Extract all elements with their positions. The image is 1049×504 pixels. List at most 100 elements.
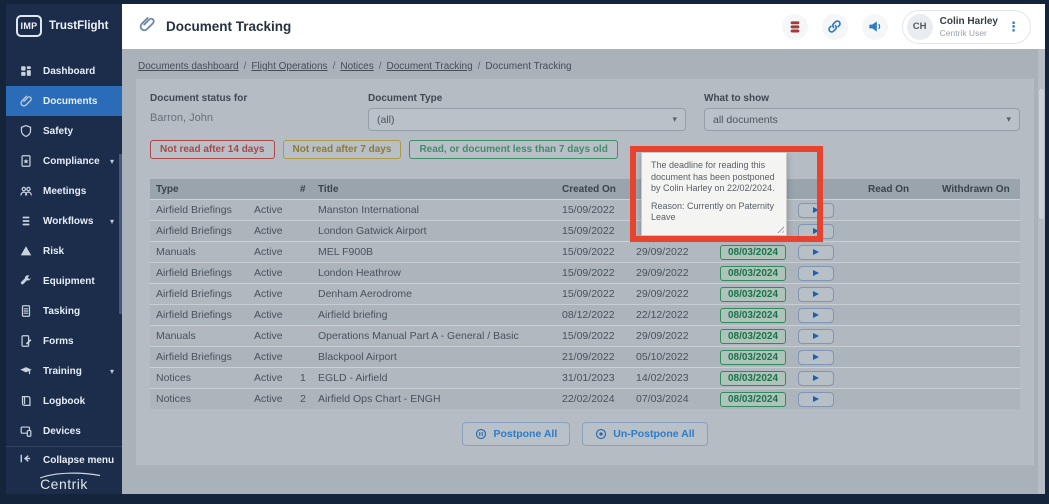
open-document-button[interactable]	[798, 265, 834, 281]
postpone-all-button[interactable]: Postpone All	[462, 422, 571, 446]
filter-read-or-recent[interactable]: Read, or document less than 7 days old	[409, 140, 618, 159]
cell-status: Active	[254, 267, 283, 279]
sidebar-item-training[interactable]: Training ▾	[6, 356, 122, 386]
devices-icon	[18, 424, 33, 439]
sidebar-item-workflows[interactable]: Workflows ▾	[6, 206, 122, 236]
kebab-menu-icon[interactable]: ⋮	[1007, 18, 1020, 34]
what-to-show-select[interactable]: all documents ▾	[704, 108, 1020, 131]
user-menu[interactable]: CH Colin Harley Centrik User ⋮	[901, 9, 1031, 44]
database-icon[interactable]	[781, 13, 808, 40]
cell-title: Blackpool Airport	[318, 351, 397, 363]
cell-type: Manuals	[156, 330, 196, 342]
postponed-date-badge[interactable]: 08/03/2024	[719, 349, 787, 365]
postponed-date-badge[interactable]: 08/03/2024	[719, 391, 787, 407]
sidebar-scrollbar[interactable]	[119, 154, 122, 314]
documents-table: Type # Title Created On Read On Withdraw…	[150, 179, 1020, 409]
breadcrumb-link[interactable]: Flight Operations	[251, 61, 328, 72]
sidebar-item-label: Tasking	[43, 305, 81, 317]
filter-not-read-7-days[interactable]: Not read after 7 days	[282, 140, 402, 159]
open-document-button[interactable]	[798, 391, 834, 407]
cell-action	[790, 328, 856, 344]
clipboard-star-icon	[18, 154, 33, 169]
cell-postponed: 08/03/2024	[712, 349, 790, 365]
open-document-button[interactable]	[798, 349, 834, 365]
breadcrumb: Documents dashboard / Flight Operations / No…	[122, 49, 1045, 72]
postponed-date-badge[interactable]: 08/03/2024	[719, 244, 787, 260]
sidebar-item-dashboard[interactable]: Dashboard	[6, 56, 122, 86]
filter-not-read-14-days[interactable]: Not read after 14 days	[150, 140, 275, 159]
avatar: CH	[906, 13, 933, 40]
document-type-label: Document Type	[368, 93, 443, 104]
resize-grip[interactable]	[775, 224, 784, 233]
postponed-date-badge[interactable]: 08/03/2024	[719, 265, 787, 281]
triangle-icon	[18, 244, 33, 259]
document-type-select[interactable]: (all) ▾	[368, 108, 686, 131]
sidebar-item-documents[interactable]: Documents	[6, 86, 122, 116]
postpone-icon	[476, 428, 487, 440]
table-row: Airfield Briefings Active Manston Internat…	[150, 199, 1020, 220]
play-icon	[813, 270, 819, 276]
sidebar-item-collapse-menu[interactable]: Collapse menu	[6, 446, 122, 474]
breadcrumb-link[interactable]: Documents dashboard	[138, 61, 239, 72]
header-withdrawn-on: Withdrawn On	[942, 183, 1010, 195]
breadcrumb-current: Document Tracking	[485, 61, 572, 72]
postponed-date-badge[interactable]: 08/03/2024	[719, 286, 787, 302]
cell-title: Manston International	[318, 204, 419, 216]
breadcrumb-link[interactable]: Document Tracking	[386, 61, 473, 72]
table-row: Airfield Briefings Active London Gatwick A…	[150, 220, 1020, 241]
sidebar-item-label: Compliance	[43, 155, 100, 167]
cell-postponed: 08/03/2024	[712, 328, 790, 344]
paperclip-icon	[138, 15, 156, 38]
sidebar-item-devices[interactable]: Devices	[6, 416, 122, 446]
link-icon[interactable]	[821, 13, 848, 40]
cell-status: Active	[254, 288, 283, 300]
sidebar-item-tasking[interactable]: Tasking	[6, 296, 122, 326]
header-type: Type	[156, 183, 179, 195]
postponed-date-badge[interactable]: 08/03/2024	[719, 370, 787, 386]
sidebar-item-compliance[interactable]: Compliance ▾	[6, 146, 122, 176]
sidebar-item-forms[interactable]: Forms	[6, 326, 122, 356]
postponed-date-badge[interactable]: 08/03/2024	[719, 307, 787, 323]
un-postpone-all-button[interactable]: Un-Postpone All	[582, 422, 708, 446]
cell-num: 2	[300, 393, 306, 405]
cell-type: Manuals	[156, 246, 196, 258]
tooltip-text-1: The deadline for reading this document h…	[651, 160, 775, 193]
sidebar-item-equipment[interactable]: Equipment	[6, 266, 122, 296]
cell-action	[790, 265, 856, 281]
postponed-date-badge[interactable]: 08/03/2024	[719, 328, 787, 344]
breadcrumb-link[interactable]: Notices	[340, 61, 374, 72]
cell-created: 15/09/2022	[562, 267, 615, 279]
breadcrumb-separator: /	[332, 61, 336, 72]
form-pencil-icon	[18, 334, 33, 349]
cell-postponed: 08/03/2024	[712, 244, 790, 260]
table-header-row: Type # Title Created On Read On Withdraw…	[150, 179, 1020, 199]
cell-title: MEL F900B	[318, 246, 374, 258]
sidebar-item-logbook[interactable]: Logbook	[6, 386, 122, 416]
open-document-button[interactable]	[798, 286, 834, 302]
open-document-button[interactable]	[798, 202, 834, 218]
open-document-button[interactable]	[798, 328, 834, 344]
cell-type: Notices	[156, 372, 192, 384]
table-row: Airfield Briefings Active Airfield briefin…	[150, 304, 1020, 325]
open-document-button[interactable]	[798, 370, 834, 386]
open-document-button[interactable]	[798, 244, 834, 260]
play-icon	[813, 396, 819, 402]
content-scrollbar[interactable]	[1038, 49, 1045, 494]
open-document-button[interactable]	[798, 223, 834, 239]
cell-action	[790, 370, 856, 386]
play-icon	[813, 354, 819, 360]
cell-action	[790, 202, 856, 218]
sidebar-item-meetings[interactable]: Meetings	[6, 176, 122, 206]
layers-icon	[18, 214, 33, 229]
cell-deadline: 29/09/2022	[636, 288, 689, 300]
megaphone-icon[interactable]	[861, 13, 888, 40]
sidebar-item-risk[interactable]: Risk	[6, 236, 122, 266]
centrik-logo: Centrik	[39, 472, 101, 492]
open-document-button[interactable]	[798, 307, 834, 323]
cell-status: Active	[254, 330, 283, 342]
play-icon	[813, 312, 819, 318]
header-read-on: Read On	[868, 183, 910, 195]
chevron-down-icon: ▾	[109, 366, 114, 376]
sidebar-item-safety[interactable]: Safety	[6, 116, 122, 146]
